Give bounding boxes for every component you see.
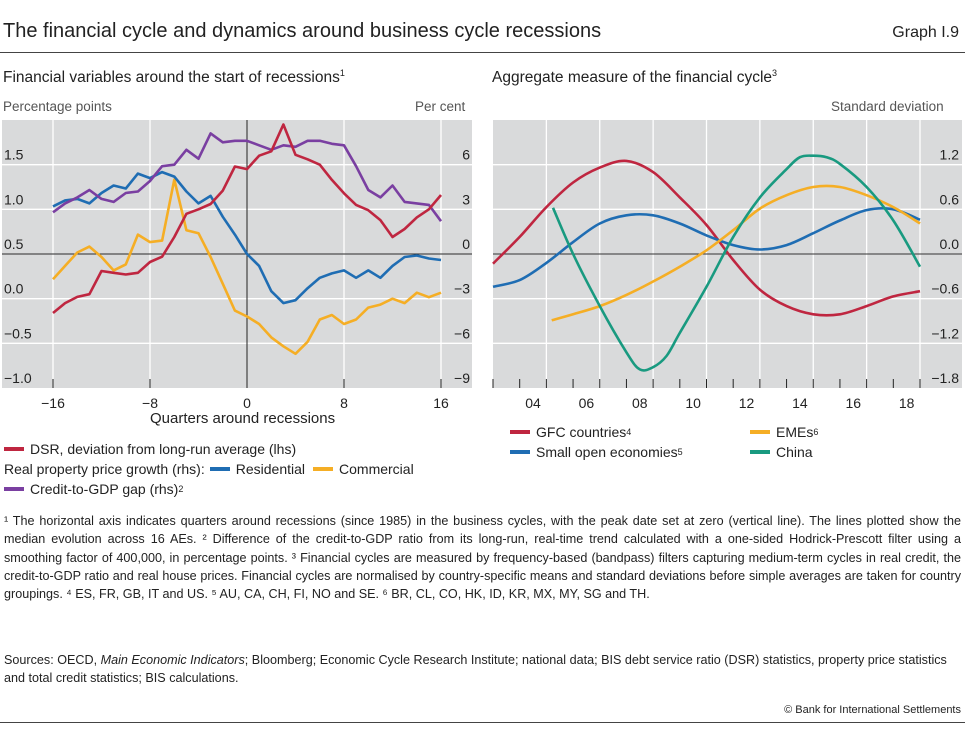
x-tick-label: 04 (525, 395, 541, 411)
right-axis-unit: Per cent (415, 99, 466, 114)
legend-credit-gap: Credit-to-GDP gap (rhs) 2 (4, 481, 183, 497)
legend-gfc: GFC countries 4 (510, 424, 631, 440)
right-panel-axis-unit: Standard deviation (831, 99, 944, 114)
legend-label: Commercial (339, 461, 414, 477)
legend-label: Residential (235, 461, 306, 477)
legend-swatch-gfc (510, 430, 530, 434)
legend-label: Small open economies (536, 444, 678, 460)
bottom-rule (0, 722, 965, 723)
y-tick-label-right: −0.6 (931, 281, 959, 297)
legend-swatch-emes (750, 430, 770, 434)
y-tick-label-right: −9 (454, 370, 470, 386)
x-tick-label: −16 (41, 395, 65, 411)
left-axis-unit: Percentage points (3, 99, 112, 114)
x-tick-label: −8 (142, 395, 158, 411)
legend-swatch-china (750, 450, 770, 454)
y-tick-label-right: −6 (454, 325, 470, 341)
series-line-small-open (492, 207, 921, 289)
legend-label: China (776, 444, 813, 460)
left-panel-title: Financial variables around the start of … (3, 68, 345, 87)
series-line-dsr (52, 123, 442, 315)
y-tick-label-right: 1.2 (940, 147, 960, 163)
series-line-gfc (492, 159, 921, 317)
y-tick-label-right: 3 (462, 191, 470, 207)
legend-dsr: DSR, deviation from long-run average (lh… (4, 441, 296, 457)
x-tick-label: 08 (632, 395, 648, 411)
graph-title: The financial cycle and dynamics around … (3, 20, 602, 42)
copyright: © Bank for International Settlements (784, 704, 961, 716)
right-panel-title: Aggregate measure of the financial cycle… (492, 68, 778, 87)
legend-swatch-small-open (510, 450, 530, 454)
legend-group-label: Real property price growth (rhs): (4, 461, 205, 477)
legend-label: GFC countries (536, 424, 627, 440)
legend-china: China (750, 444, 813, 460)
legend-label: EMEs (776, 424, 814, 440)
legend-swatch-credit-gap (4, 487, 24, 491)
x-tick-label: 8 (340, 395, 348, 411)
y-tick-label-left: 0.5 (4, 236, 24, 252)
legend-label: Credit-to-GDP gap (rhs) (30, 481, 179, 497)
sources: Sources: OECD, Main Economic Indicators;… (4, 653, 947, 686)
legend-swatch-commercial (313, 467, 334, 471)
legend-small-open: Small open economies 5 (510, 444, 683, 460)
right-chart: 04 06 08 10 12 14 16 18 1.2 0.6 0.0 −0.6 −1.2 −1.8 (492, 120, 962, 411)
y-tick-label-right: −1.2 (931, 325, 959, 341)
x-tick-label: 0 (243, 395, 251, 411)
x-tick-label: 06 (579, 395, 595, 411)
footnotes: ¹ The horizontal axis indicates quarters… (4, 514, 961, 602)
y-tick-label-right: 6 (462, 147, 470, 163)
legend-swatch-dsr (4, 447, 24, 451)
y-tick-label-left: −0.5 (4, 325, 32, 341)
x-tick-label: 10 (685, 395, 701, 411)
x-tick-label: 12 (739, 395, 755, 411)
y-tick-label-left: 1.5 (4, 147, 24, 163)
series-line-residential (52, 170, 442, 305)
y-tick-label-right: 0 (462, 236, 470, 252)
x-tick-label: 16 (845, 395, 861, 411)
x-tick-label: 16 (433, 395, 449, 411)
series-line-commercial (52, 178, 442, 356)
series-line-china (551, 154, 922, 372)
series-line-emes (551, 184, 921, 322)
y-tick-label-left: 0.0 (4, 281, 24, 297)
x-axis-title: Quarters around recessions (150, 410, 336, 427)
left-chart: −16 −8 0 8 16 1.5 1.0 0.5 0.0 −0.5 −1.0 6 3 0 −3 −6 −9 (2, 120, 472, 411)
y-tick-label-right: −3 (454, 281, 470, 297)
y-tick-label-left: 1.0 (4, 191, 24, 207)
title-rule (0, 52, 965, 53)
y-tick-label-right: 0.6 (940, 191, 960, 207)
x-tick-label: 18 (899, 395, 915, 411)
legend-property: Real property price growth (rhs): Reside… (4, 461, 414, 477)
series-line-credit-gap (52, 132, 443, 222)
y-tick-label-right: 0.0 (940, 236, 960, 252)
y-tick-label-left: −1.0 (4, 370, 32, 386)
legend-swatch-residential (209, 467, 230, 471)
legend-label: DSR, deviation from long-run average (lh… (30, 441, 297, 457)
y-tick-label-right: −1.8 (931, 370, 959, 386)
x-tick-label: 14 (792, 395, 808, 411)
graph-number: Graph I.9 (892, 24, 959, 41)
legend-emes: EMEs 6 (750, 424, 818, 440)
